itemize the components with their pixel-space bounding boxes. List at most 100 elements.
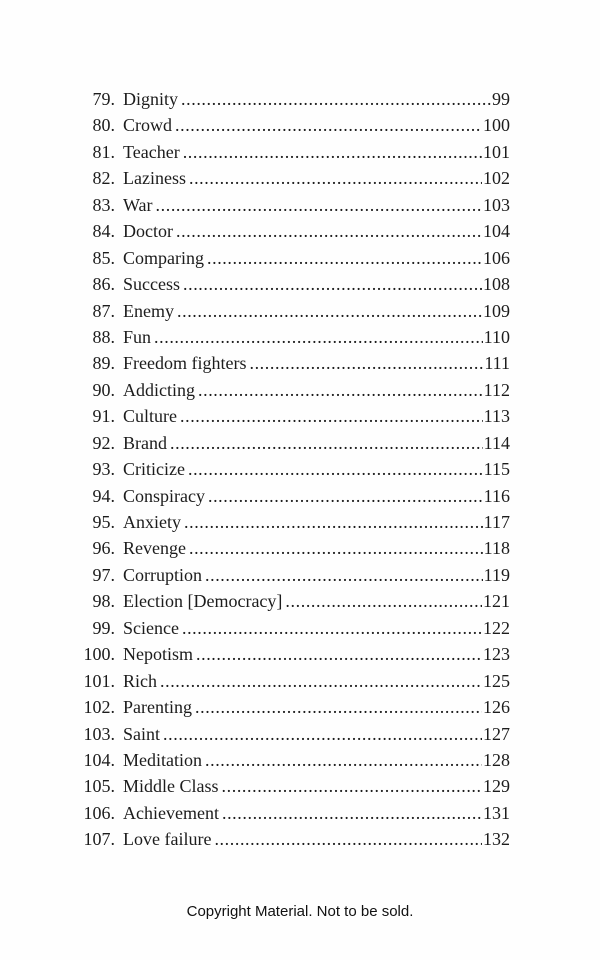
toc-entry-title: Nepotism bbox=[123, 644, 193, 665]
toc-entry-title: Rich bbox=[123, 670, 157, 691]
toc-entry-page: 99 bbox=[492, 89, 510, 109]
toc-entry-number: 96. bbox=[92, 538, 116, 559]
dot-leader: ........................................… bbox=[160, 670, 482, 691]
toc-entry-title: Enemy bbox=[123, 300, 174, 321]
toc-entry-title: Fun bbox=[123, 326, 152, 347]
toc-entry: 97. Corruption .........................… bbox=[75, 562, 511, 588]
toc-entry-page: 104 bbox=[483, 221, 510, 242]
dot-leader: ........................................… bbox=[175, 115, 482, 136]
toc-entry-number: 93. bbox=[92, 459, 116, 480]
toc-entry-page: 121 bbox=[483, 591, 510, 612]
toc-entry: 99. Science ............................… bbox=[75, 615, 511, 641]
toc-entry: 88. Fun ................................… bbox=[75, 324, 511, 350]
toc-entry-page: 102 bbox=[483, 168, 510, 189]
toc-entry-title: Conspiracy bbox=[123, 485, 205, 506]
toc-entry: 90. Addicting ..........................… bbox=[75, 377, 511, 403]
toc-entry-page: 113 bbox=[483, 406, 510, 427]
toc-entry-page: 108 bbox=[483, 274, 510, 295]
dot-leader: ........................................… bbox=[205, 749, 482, 770]
toc-entry: 102. Parenting .........................… bbox=[75, 694, 511, 720]
toc-entry: 105. Middle Class ......................… bbox=[75, 773, 511, 799]
table-of-contents: 79. Dignity ............................… bbox=[75, 86, 511, 853]
dot-leader: ........................................… bbox=[188, 538, 483, 559]
toc-entry-number: 86. bbox=[92, 274, 116, 295]
toc-entry-number: 90. bbox=[92, 379, 116, 400]
toc-entry-title: Anxiety bbox=[123, 512, 181, 532]
toc-entry-page: 101 bbox=[483, 141, 510, 162]
dot-leader: ........................................… bbox=[154, 326, 483, 347]
dot-leader: ........................................… bbox=[188, 168, 482, 189]
dot-leader: ........................................… bbox=[207, 247, 482, 268]
toc-entry-number: 94. bbox=[92, 485, 116, 506]
toc-entry-page: 106 bbox=[483, 247, 510, 268]
toc-entry-number: 97. bbox=[92, 564, 116, 585]
toc-entry-number: 88. bbox=[92, 326, 116, 347]
dot-leader: ........................................… bbox=[155, 194, 482, 215]
toc-entry-title: Middle Class bbox=[123, 776, 219, 797]
toc-entry-page: 110 bbox=[483, 326, 510, 347]
toc-entry-page: 112 bbox=[483, 379, 510, 400]
toc-entry-page: 126 bbox=[483, 697, 510, 718]
dot-leader: ........................................… bbox=[207, 485, 483, 506]
toc-entry: 106. Achievement .......................… bbox=[75, 800, 511, 826]
toc-entry-number: 91. bbox=[92, 406, 116, 427]
toc-entry-title: Meditation bbox=[123, 749, 202, 770]
toc-entry: 104. Meditation ........................… bbox=[75, 747, 511, 773]
toc-entry-number: 89. bbox=[92, 353, 116, 374]
toc-entry-title: Dignity bbox=[123, 89, 179, 109]
toc-entry-page: 131 bbox=[483, 802, 510, 823]
toc-entry-title: Success bbox=[123, 274, 180, 295]
toc-entry: 85. Comparing ..........................… bbox=[75, 245, 511, 271]
toc-entry-number: 92. bbox=[92, 432, 116, 453]
toc-entry-page: 128 bbox=[483, 749, 510, 770]
dot-leader: ........................................… bbox=[184, 512, 483, 532]
toc-entry: 89. Freedom fighters ...................… bbox=[75, 350, 511, 376]
dot-leader: ........................................… bbox=[195, 697, 482, 718]
dot-leader: ........................................… bbox=[249, 353, 483, 374]
toc-entry-page: 103 bbox=[483, 194, 510, 215]
toc-entry-page: 115 bbox=[483, 459, 510, 480]
dot-leader: ........................................… bbox=[177, 300, 482, 321]
toc-entry-title: Teacher bbox=[123, 141, 180, 162]
toc-entry-title: Crowd bbox=[123, 115, 172, 136]
toc-entry-number: 107. bbox=[83, 829, 116, 850]
toc-entry-number: 82. bbox=[92, 168, 116, 189]
toc-entry-title: Comparing bbox=[123, 247, 204, 268]
toc-entry: 86. Success ............................… bbox=[75, 271, 511, 297]
toc-entry-page: 114 bbox=[483, 432, 510, 453]
toc-entry-title: Laziness bbox=[123, 168, 186, 189]
dot-leader: ........................................… bbox=[221, 776, 482, 797]
toc-entry: 92. Brand ..............................… bbox=[75, 430, 511, 456]
dot-leader: ........................................… bbox=[175, 221, 482, 242]
toc-entry-page: 117 bbox=[483, 512, 510, 532]
toc-entry-title: Saint bbox=[123, 723, 161, 744]
toc-entry-number: 98. bbox=[92, 591, 116, 612]
dot-leader: ........................................… bbox=[183, 274, 482, 295]
toc-entry-page: 132 bbox=[483, 829, 510, 850]
toc-entry-title: Addicting bbox=[123, 379, 195, 400]
dot-leader: ........................................… bbox=[214, 829, 482, 850]
toc-entry-page: 109 bbox=[483, 300, 510, 321]
toc-entry-title: Doctor bbox=[123, 221, 173, 242]
dot-leader: ........................................… bbox=[181, 89, 491, 109]
toc-entry: 101. Rich ..............................… bbox=[75, 668, 511, 694]
toc-entry-page: 123 bbox=[483, 644, 510, 665]
toc-entry: 103. Saint .............................… bbox=[75, 721, 511, 747]
dot-leader: ........................................… bbox=[180, 406, 483, 427]
toc-entry-number: 81. bbox=[92, 141, 116, 162]
toc-entry-number: 99. bbox=[92, 617, 116, 638]
toc-entry-page: 111 bbox=[484, 353, 510, 374]
dot-leader: ........................................… bbox=[285, 591, 482, 612]
dot-leader: ........................................… bbox=[181, 617, 482, 638]
toc-entry-title: Criticize bbox=[123, 459, 185, 480]
dot-leader: ........................................… bbox=[170, 432, 483, 453]
toc-entry-page: 118 bbox=[483, 538, 510, 559]
toc-entry: 96. Revenge ............................… bbox=[75, 535, 511, 561]
toc-entry-number: 106. bbox=[83, 802, 116, 823]
toc-entry-number: 85. bbox=[92, 247, 116, 268]
toc-entry-number: 103. bbox=[83, 723, 116, 744]
toc-entry: 87. Enemy ..............................… bbox=[75, 298, 511, 324]
toc-entry-title: Freedom fighters bbox=[123, 353, 247, 374]
toc-entry: 82. Laziness ...........................… bbox=[75, 165, 511, 191]
toc-entry: 91. Culture ............................… bbox=[75, 403, 511, 429]
